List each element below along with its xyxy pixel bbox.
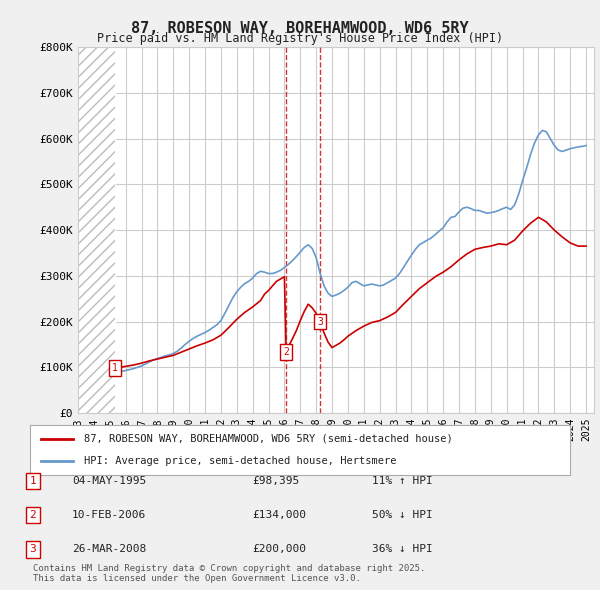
Text: 1: 1 (29, 476, 37, 486)
Text: 04-MAY-1995: 04-MAY-1995 (72, 476, 146, 486)
Text: 50% ↓ HPI: 50% ↓ HPI (372, 510, 433, 520)
Text: 3: 3 (317, 317, 323, 326)
Text: HPI: Average price, semi-detached house, Hertsmere: HPI: Average price, semi-detached house,… (84, 456, 397, 466)
Text: £200,000: £200,000 (252, 545, 306, 554)
Text: Contains HM Land Registry data © Crown copyright and database right 2025.
This d: Contains HM Land Registry data © Crown c… (33, 563, 425, 583)
Text: 2: 2 (283, 347, 289, 357)
Text: 3: 3 (29, 545, 37, 554)
Text: 2: 2 (29, 510, 37, 520)
Bar (78, 47, 115, 413)
Text: 26-MAR-2008: 26-MAR-2008 (72, 545, 146, 554)
Text: £134,000: £134,000 (252, 510, 306, 520)
Text: 87, ROBESON WAY, BOREHAMWOOD, WD6 5RY (semi-detached house): 87, ROBESON WAY, BOREHAMWOOD, WD6 5RY (s… (84, 434, 453, 444)
Text: Price paid vs. HM Land Registry's House Price Index (HPI): Price paid vs. HM Land Registry's House … (97, 32, 503, 45)
Text: 10-FEB-2006: 10-FEB-2006 (72, 510, 146, 520)
Bar (78, 47, 115, 413)
Text: 11% ↑ HPI: 11% ↑ HPI (372, 476, 433, 486)
Text: £98,395: £98,395 (252, 476, 299, 486)
Text: 87, ROBESON WAY, BOREHAMWOOD, WD6 5RY: 87, ROBESON WAY, BOREHAMWOOD, WD6 5RY (131, 21, 469, 35)
Text: 1: 1 (112, 363, 118, 373)
Text: 36% ↓ HPI: 36% ↓ HPI (372, 545, 433, 554)
